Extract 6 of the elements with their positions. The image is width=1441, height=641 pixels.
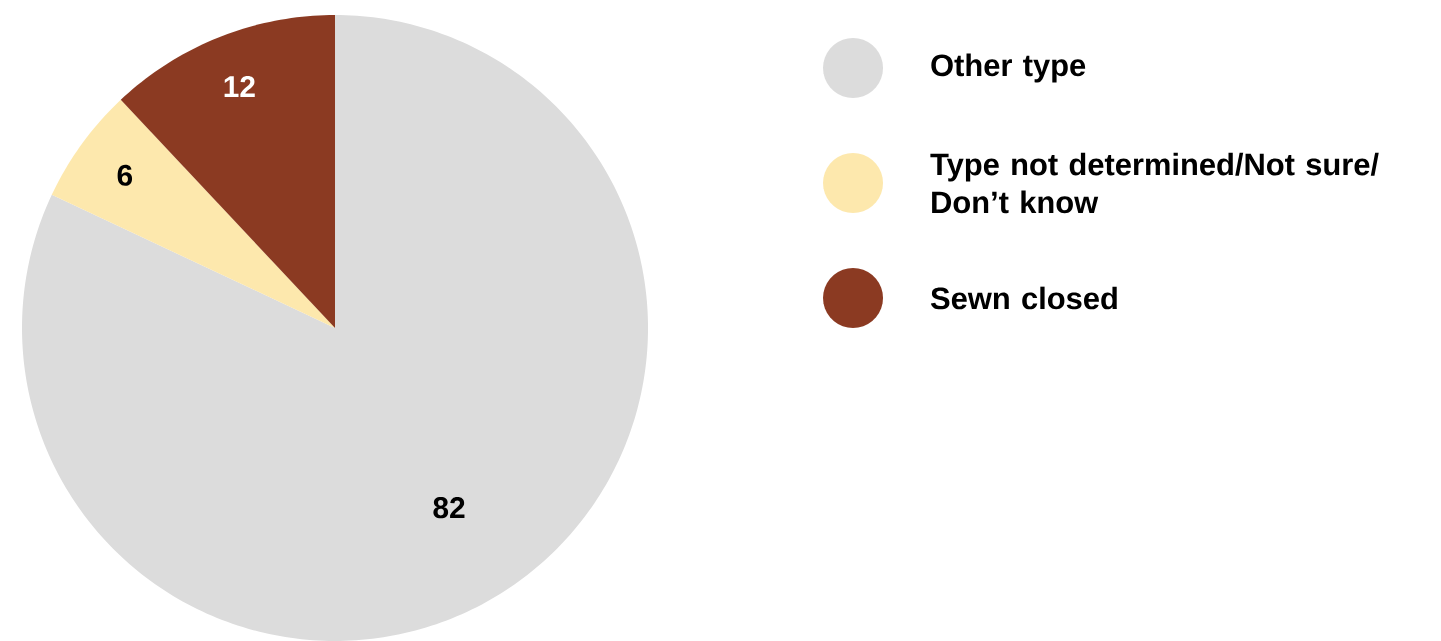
legend-label: Type not determined/Not sure/ Don’t know: [930, 152, 1379, 214]
legend-label: Other type: [931, 53, 1086, 83]
data-label: 12: [224, 76, 255, 97]
data-label: 82: [433, 497, 465, 519]
legend-label: Sewn closed: [930, 286, 1117, 310]
data-label: 6: [117, 164, 133, 186]
